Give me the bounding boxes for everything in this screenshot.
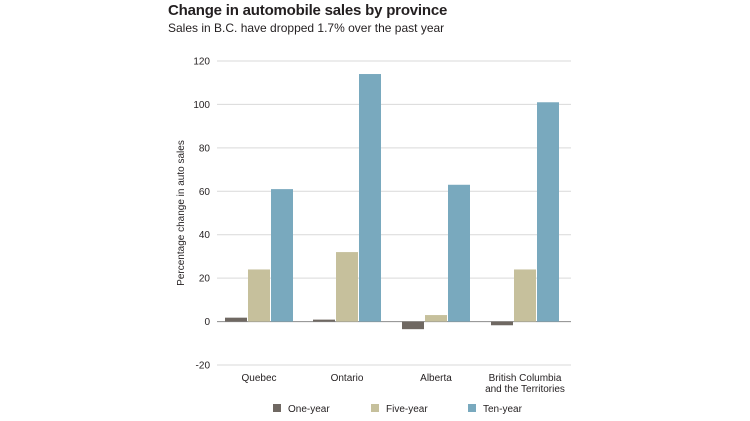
y-tick-label: 20 bbox=[199, 274, 211, 285]
legend-label: One-year bbox=[288, 404, 330, 415]
category-label: British Columbia bbox=[489, 373, 562, 384]
bar-ten-year bbox=[537, 102, 559, 322]
bar-one-year bbox=[491, 321, 513, 326]
y-tick-label: -20 bbox=[196, 361, 211, 372]
bar-one-year bbox=[313, 319, 335, 322]
bar-one-year bbox=[225, 317, 247, 322]
bar-ten-year bbox=[359, 74, 381, 322]
legend-swatch bbox=[273, 404, 281, 412]
bar-five-year bbox=[425, 315, 447, 322]
bar-ten-year bbox=[271, 189, 293, 322]
legend-swatch bbox=[371, 404, 379, 412]
category-label: and the Territories bbox=[485, 384, 565, 395]
category-labels: Quebec Ontario Alberta British Columbiaand … bbox=[241, 373, 564, 395]
category-label: Alberta bbox=[420, 373, 452, 384]
y-axis-label: Percentage change in auto sales bbox=[176, 140, 187, 286]
bar-five-year bbox=[248, 269, 270, 322]
legend-swatch bbox=[468, 404, 476, 412]
bar-five-year bbox=[514, 269, 536, 322]
bar-one-year bbox=[402, 321, 424, 330]
y-tick-label: 0 bbox=[204, 317, 210, 328]
legend: One-year Five-year Ten-year bbox=[273, 404, 523, 415]
bars bbox=[225, 74, 559, 330]
chart-title: Change in automobile sales by province bbox=[168, 2, 448, 19]
y-tick-label: 80 bbox=[199, 143, 211, 154]
category-label: Quebec bbox=[241, 373, 276, 384]
bar-ten-year bbox=[448, 184, 470, 322]
legend-label: Ten-year bbox=[483, 404, 523, 415]
bar-five-year bbox=[336, 252, 358, 322]
y-tick-label: 40 bbox=[199, 230, 211, 241]
y-tick-label: 60 bbox=[199, 187, 211, 198]
legend-label: Five-year bbox=[386, 404, 428, 415]
y-tick-label: 100 bbox=[193, 100, 210, 111]
y-tick-label: 120 bbox=[193, 57, 210, 68]
category-label: Ontario bbox=[331, 373, 364, 384]
chart-subtitle: Sales in B.C. have dropped 1.7% over the… bbox=[168, 21, 445, 35]
y-tick-labels: -20 0 20 40 60 80 100 120 bbox=[193, 57, 210, 372]
